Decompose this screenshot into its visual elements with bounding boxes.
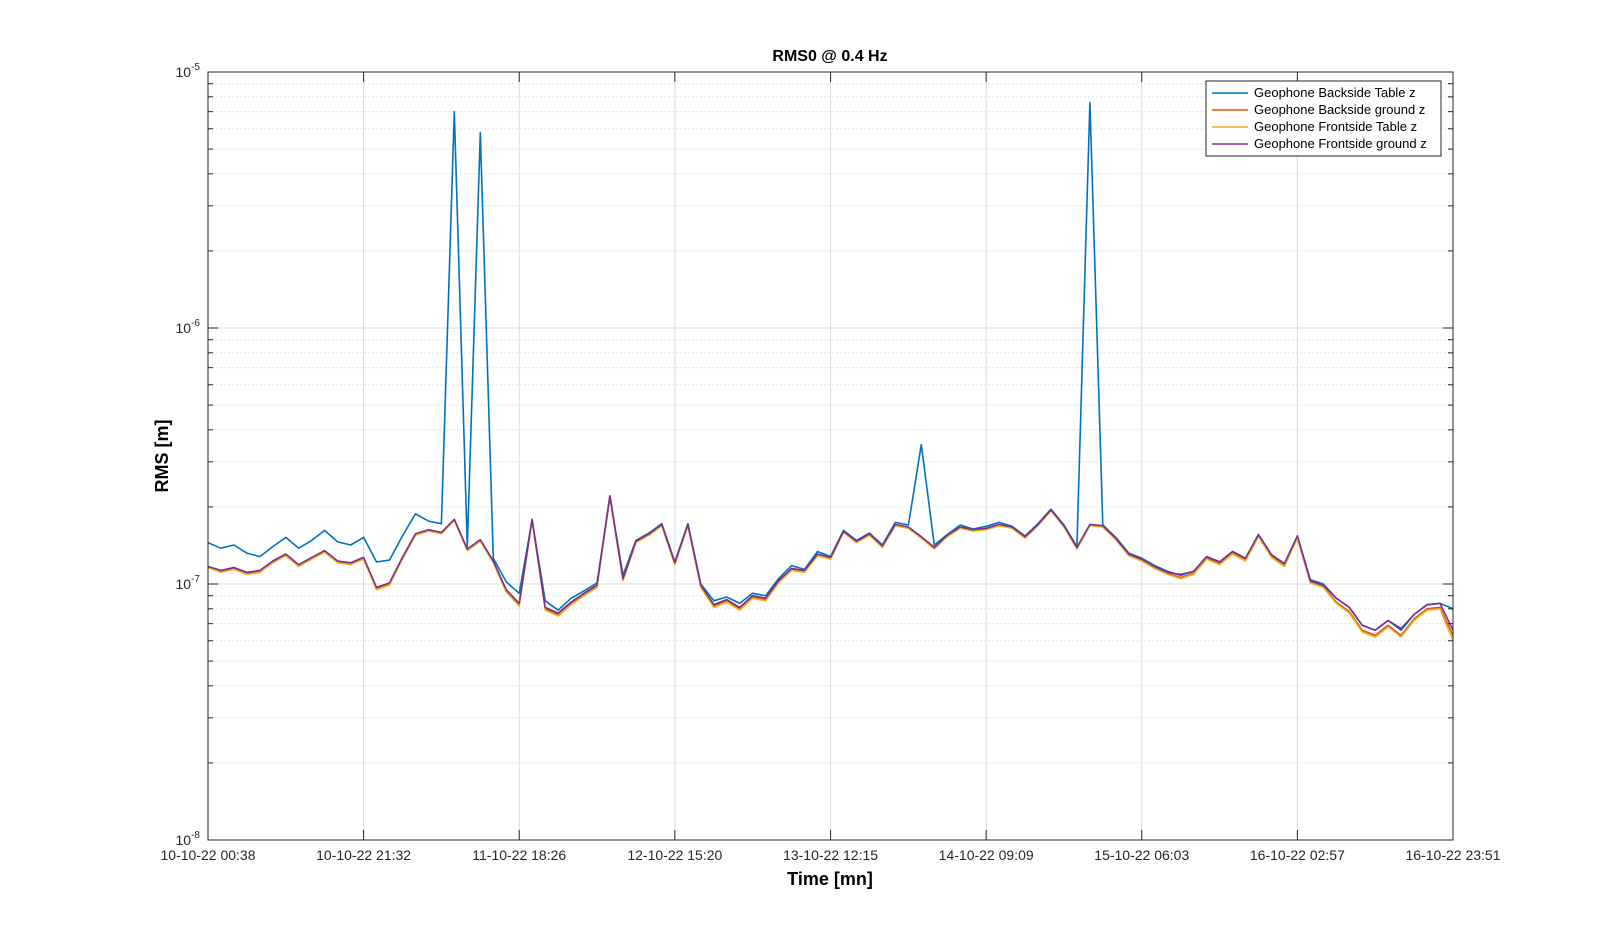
x-tick-label: 11-10-22 18:26	[472, 847, 566, 863]
x-tick-label: 10-10-22 21:32	[316, 847, 411, 863]
legend-items: Geophone Backside Table z Geophone Backsi…	[1212, 85, 1427, 151]
x-tick-label: 10-10-22 00:38	[161, 847, 256, 863]
y-tick-label: 10-5	[176, 62, 201, 80]
legend-label-2: Geophone Backside ground z	[1254, 102, 1425, 117]
legend-label-4: Geophone Frontside ground z	[1254, 136, 1427, 151]
y-axis-label: RMS [m]	[152, 420, 172, 493]
axis-ticks	[207, 71, 1454, 841]
x-tick-label: 15-10-22 06:03	[1094, 847, 1189, 863]
x-axis-label: Time [mn]	[787, 869, 873, 889]
y-tick-labels: 10-8 10-7 10-6 10-5	[176, 62, 201, 848]
legend: Geophone Backside Table z Geophone Backsi…	[1205, 80, 1442, 157]
x-tick-label: 12-10-22 15:20	[627, 847, 722, 863]
x-tick-label: 16-10-22 02:57	[1250, 847, 1345, 863]
x-tick-label: 16-10-22 23:51	[1406, 847, 1501, 863]
series-line-4	[207, 494, 1454, 632]
y-tick-label: 10-8	[176, 830, 201, 848]
legend-label-3: Geophone Frontside Table z	[1254, 119, 1417, 134]
legend-label-1: Geophone Backside Table z	[1254, 85, 1416, 100]
series-lines	[207, 101, 1454, 642]
x-tick-label: 14-10-22 09:09	[939, 847, 1034, 863]
x-tick-labels: 10-10-22 00:38 10-10-22 21:32 11-10-22 18:…	[161, 847, 1501, 863]
y-tick-label: 10-7	[176, 574, 201, 592]
y-tick-label: 10-6	[176, 318, 201, 336]
x-tick-label: 13-10-22 12:15	[783, 847, 878, 863]
chart-title: RMS0 @ 0.4 Hz	[772, 48, 887, 65]
